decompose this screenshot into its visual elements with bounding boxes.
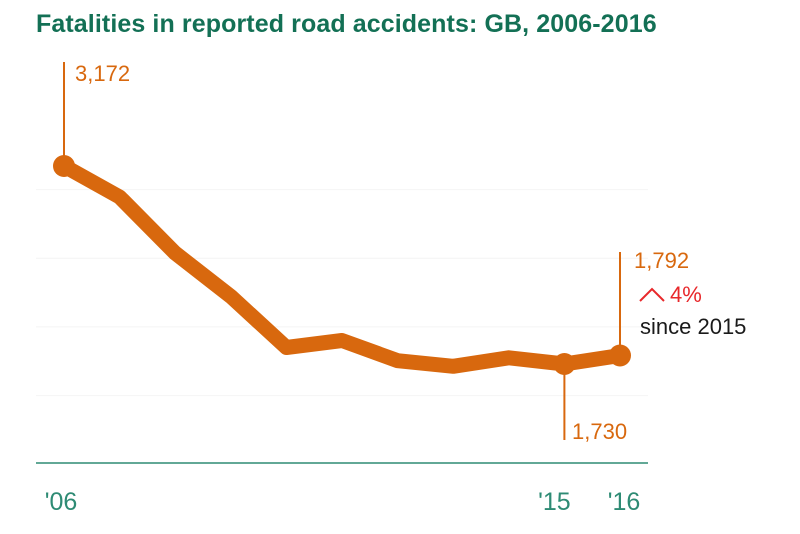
x-tick-label: '15 [538, 488, 571, 516]
annotation-end-value: 1,792 [634, 248, 689, 273]
gridlines [36, 189, 648, 397]
annotation-change-value: 4% [670, 282, 702, 307]
x-tick-label: '06 [45, 488, 78, 516]
x-tick-label: '16 [608, 488, 641, 516]
annotation-leaders [63, 62, 621, 440]
increase-arrow-icon [639, 287, 665, 302]
highlight-markers [53, 155, 631, 375]
x-tick-labels: '06 '15 '16 [45, 488, 641, 516]
data-point-marker [53, 155, 75, 177]
annotation-low-value: 1,730 [572, 419, 627, 444]
annotation-start-value: 3,172 [75, 61, 130, 86]
series-line-fatalities [56, 158, 628, 374]
chart-title: Fatalities in reported road accidents: G… [36, 10, 657, 38]
data-point-marker [609, 344, 631, 367]
annotation-labels: 3,172 1,730 1,792 4% since 2015 [75, 61, 746, 444]
annotation-change-text: since 2015 [640, 314, 746, 339]
data-point-marker [553, 353, 576, 375]
